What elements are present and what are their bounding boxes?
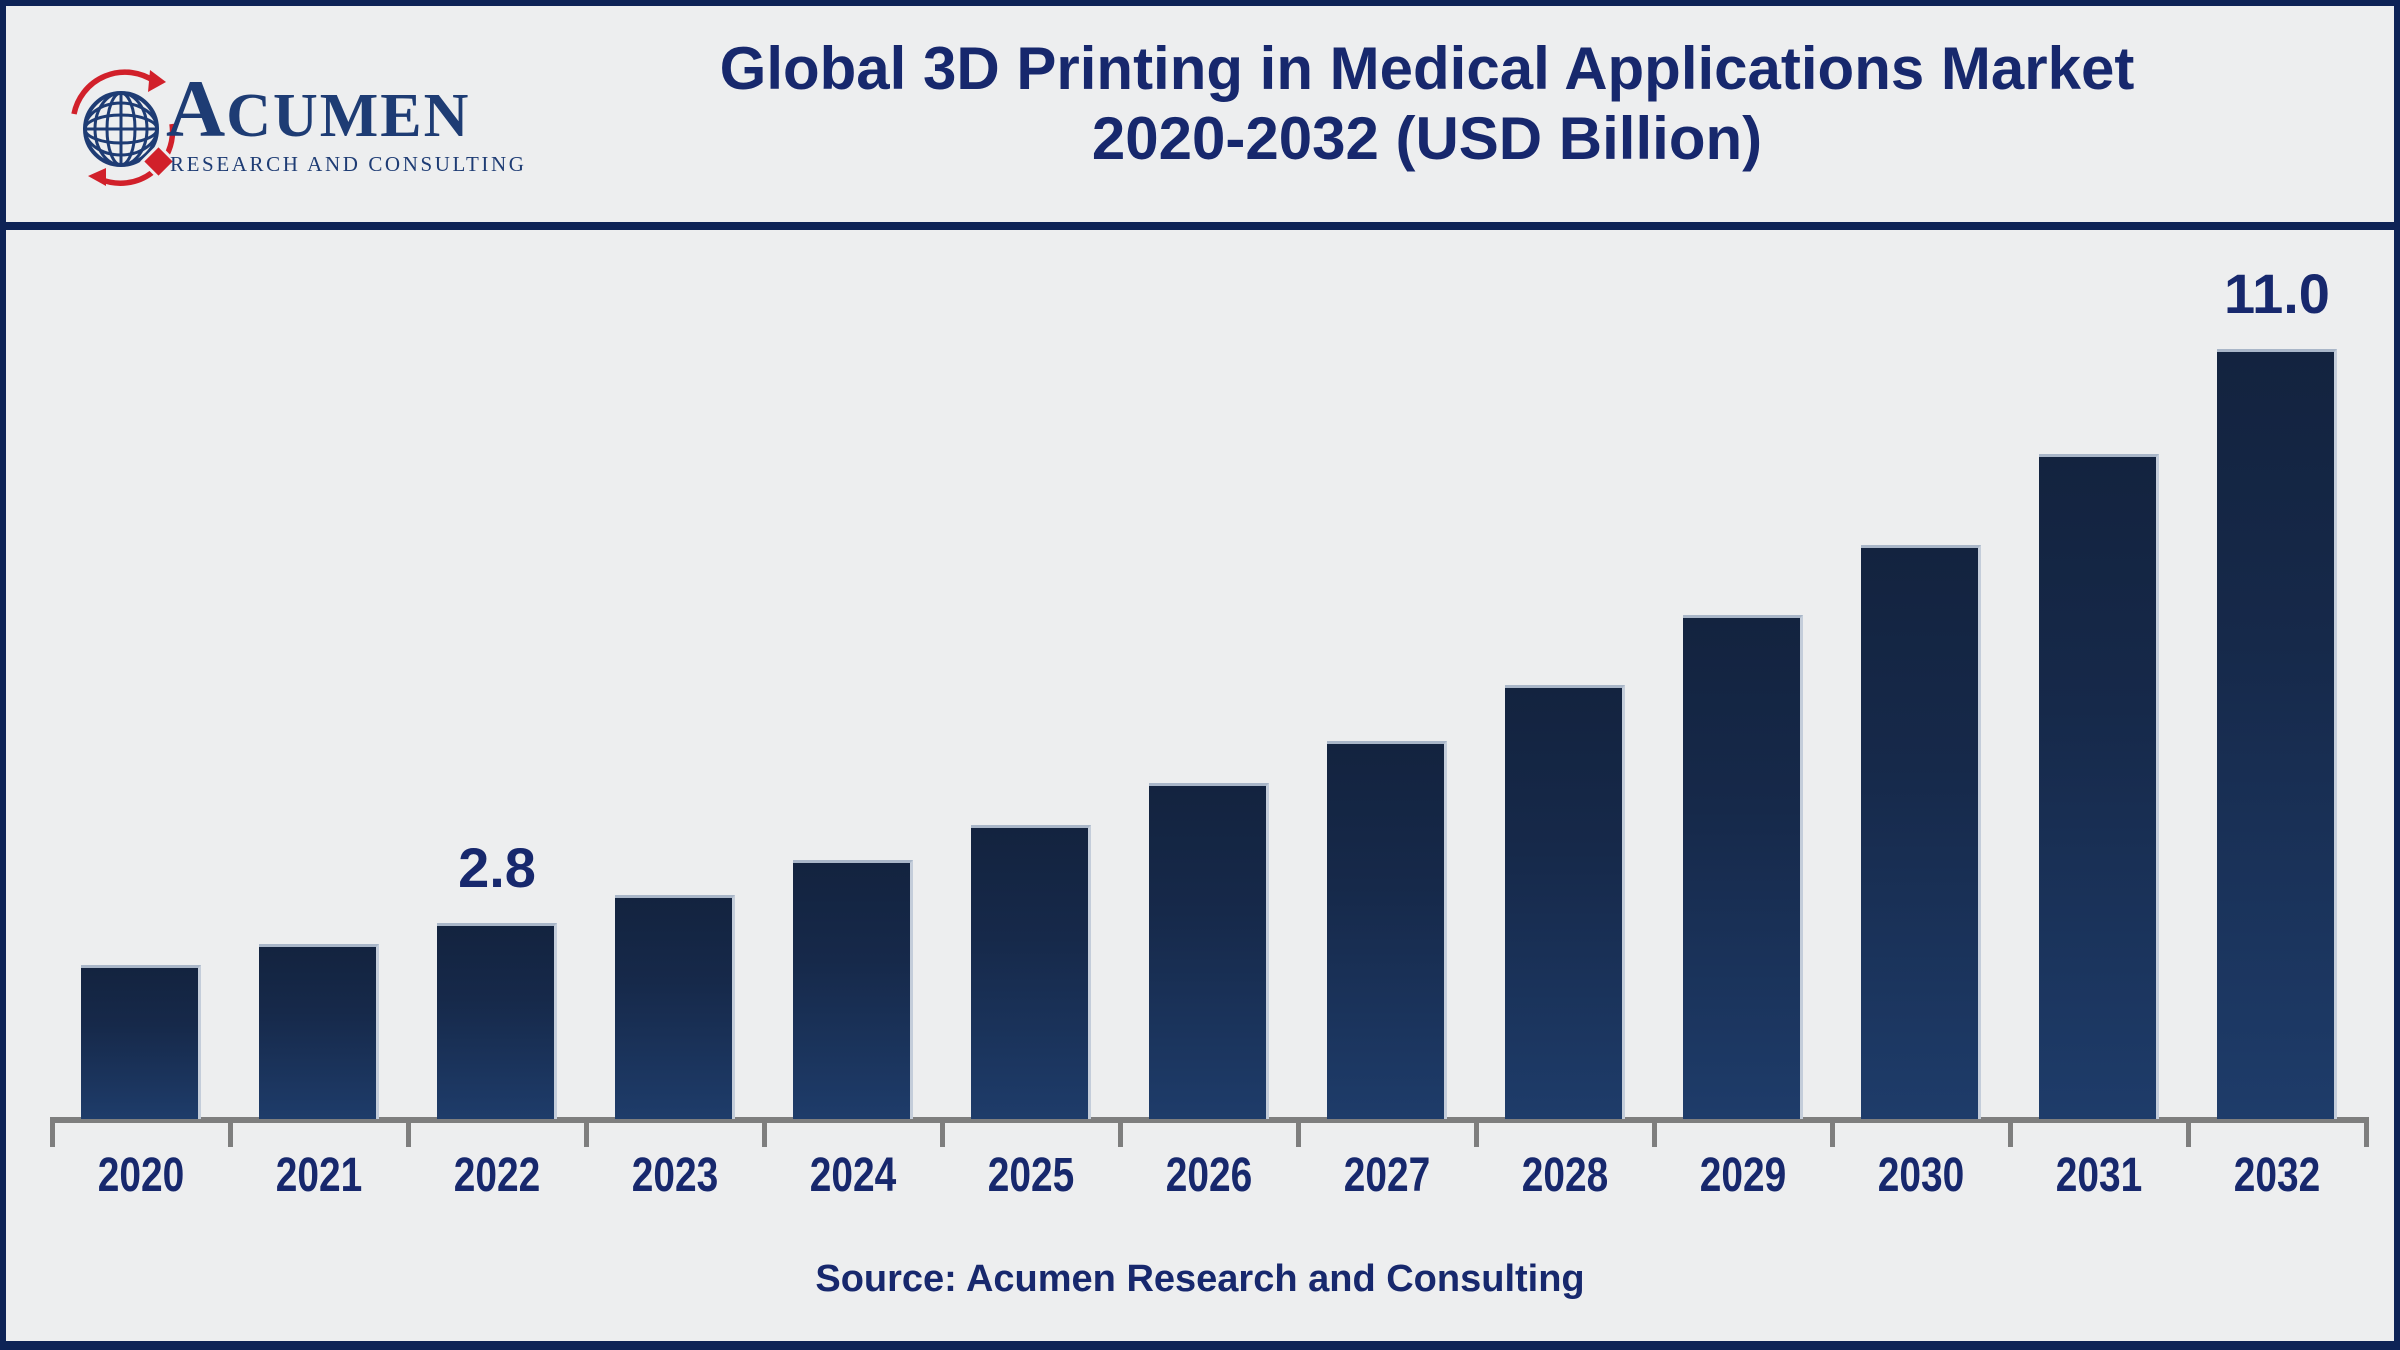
x-axis-tick bbox=[228, 1117, 233, 1147]
x-axis-tick bbox=[2364, 1117, 2369, 1147]
data-label-2032: 11.0 bbox=[2224, 262, 2330, 325]
x-axis-label-2021: 2021 bbox=[275, 1149, 363, 1202]
logo-brand-rest: CUMEN bbox=[226, 82, 471, 150]
acumen-logo: ACUMEN RESEARCH AND CONSULTING bbox=[62, 58, 524, 218]
bar-2027 bbox=[1327, 741, 1447, 1119]
logo-brand: ACUMEN bbox=[166, 68, 527, 150]
x-axis-label-2032: 2032 bbox=[2233, 1149, 2321, 1202]
x-axis-label-2029: 2029 bbox=[1699, 1149, 1787, 1202]
x-axis-line bbox=[50, 1117, 2368, 1123]
x-axis-label-2027: 2027 bbox=[1343, 1149, 1431, 1202]
logo-text: ACUMEN RESEARCH AND CONSULTING bbox=[166, 68, 527, 177]
bar-2026 bbox=[1149, 783, 1269, 1119]
x-axis-tick bbox=[762, 1117, 767, 1147]
orbit-arrowhead-top-icon bbox=[148, 70, 166, 92]
globe-wireframe-icon bbox=[83, 91, 159, 167]
bar-2030 bbox=[1861, 545, 1981, 1119]
logo-subtitle: RESEARCH AND CONSULTING bbox=[170, 152, 527, 176]
x-axis-tick bbox=[1296, 1117, 1301, 1147]
x-axis-tick bbox=[584, 1117, 589, 1147]
bar-2031 bbox=[2039, 454, 2159, 1119]
x-axis-tick bbox=[1474, 1117, 1479, 1147]
orbit-arrowhead-bottom-icon bbox=[88, 168, 106, 186]
x-axis-label-2030: 2030 bbox=[1877, 1149, 1965, 1202]
x-axis-label-2020: 2020 bbox=[97, 1149, 185, 1202]
x-axis-label-2023: 2023 bbox=[631, 1149, 719, 1202]
bar-chart: 2020 2021 2022 2.8 2023 2024 2025 2026 2027 2028 2… bbox=[6, 6, 2394, 1341]
bar-2028 bbox=[1505, 685, 1625, 1119]
x-axis-label-2026: 2026 bbox=[1165, 1149, 1253, 1202]
x-axis-label-2031: 2031 bbox=[2055, 1149, 2143, 1202]
data-label-2022: 2.8 bbox=[458, 836, 536, 899]
bar-2032 bbox=[2217, 349, 2337, 1119]
x-axis-tick bbox=[1652, 1117, 1657, 1147]
bar-2024 bbox=[793, 860, 913, 1119]
page-title: Global 3D Printing in Medical Applicatio… bbox=[476, 34, 2378, 174]
bar-2021 bbox=[259, 944, 379, 1119]
x-axis-tick bbox=[2186, 1117, 2191, 1147]
bar-2022 bbox=[437, 923, 557, 1119]
page-title-line1: Global 3D Printing in Medical Applicatio… bbox=[719, 35, 2135, 102]
globe-icon bbox=[71, 69, 177, 186]
x-axis-tick bbox=[2008, 1117, 2013, 1147]
bar-2025 bbox=[971, 825, 1091, 1119]
bar-2023 bbox=[615, 895, 735, 1119]
red-diamond-icon bbox=[140, 143, 177, 180]
page-title-line2: 2020-2032 (USD Billion) bbox=[1091, 105, 1763, 172]
x-axis-label-2028: 2028 bbox=[1521, 1149, 1609, 1202]
header-divider bbox=[6, 222, 2394, 230]
x-axis-tick bbox=[406, 1117, 411, 1147]
bar-2020 bbox=[81, 965, 201, 1119]
bar-2029 bbox=[1683, 615, 1803, 1119]
x-axis-tick bbox=[50, 1117, 55, 1147]
x-axis-label-2024: 2024 bbox=[809, 1149, 897, 1202]
source-text: Source: Acumen Research and Consulting bbox=[815, 1258, 1585, 1300]
x-axis-label-2025: 2025 bbox=[987, 1149, 1075, 1202]
x-axis-tick bbox=[1830, 1117, 1835, 1147]
x-axis-label-2022: 2022 bbox=[453, 1149, 541, 1202]
x-axis-tick bbox=[940, 1117, 945, 1147]
x-axis-tick bbox=[1118, 1117, 1123, 1147]
logo-brand-initial: A bbox=[166, 63, 227, 154]
